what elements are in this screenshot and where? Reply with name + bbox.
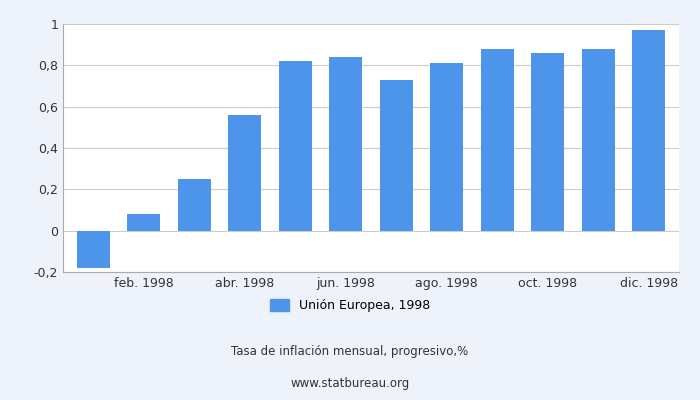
Bar: [632, 30, 665, 231]
Bar: [582, 49, 615, 231]
Bar: [127, 214, 160, 231]
Bar: [77, 231, 110, 268]
Text: Tasa de inflación mensual, progresivo,%: Tasa de inflación mensual, progresivo,%: [232, 346, 468, 358]
Bar: [430, 63, 463, 231]
Bar: [531, 53, 564, 231]
Bar: [228, 115, 261, 231]
Bar: [329, 57, 362, 231]
Bar: [279, 61, 312, 231]
Text: www.statbureau.org: www.statbureau.org: [290, 378, 410, 390]
Legend: Unión Europea, 1998: Unión Europea, 1998: [265, 294, 435, 317]
Bar: [481, 49, 514, 231]
Bar: [178, 179, 211, 231]
Bar: [380, 80, 413, 231]
